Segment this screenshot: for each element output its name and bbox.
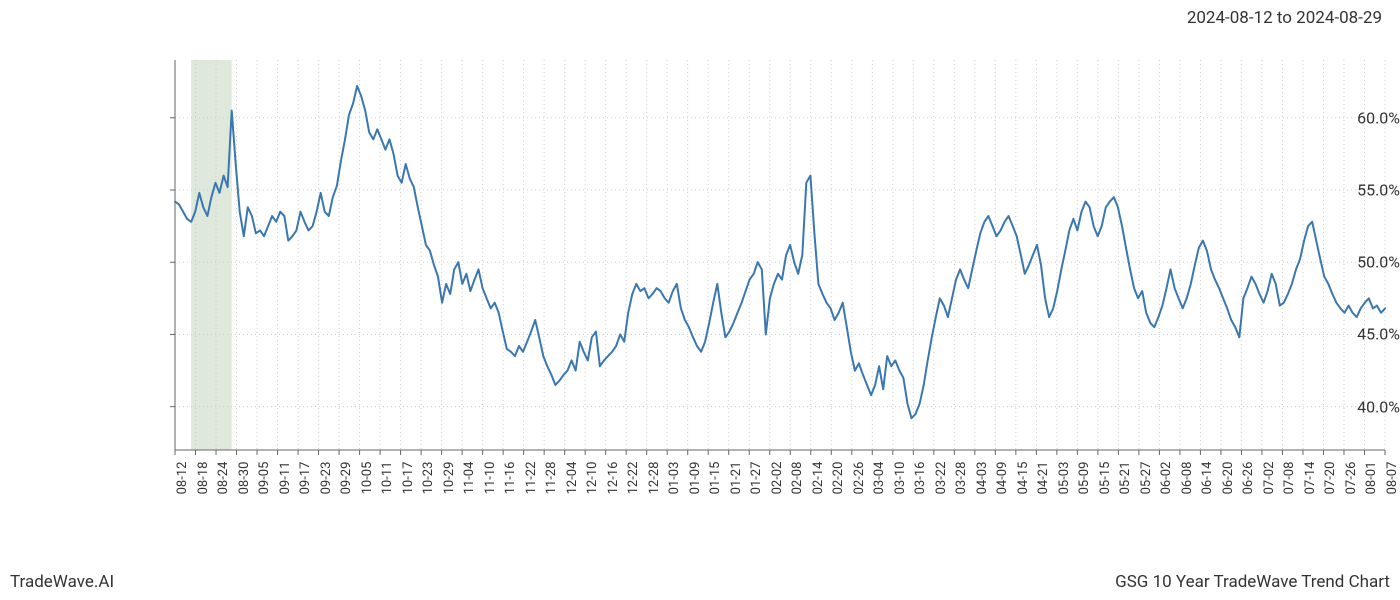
x-tick-label: 06-14 [1200,462,1215,495]
x-tick-label: 09-11 [278,462,293,495]
x-tick-label: 04-15 [1016,462,1031,495]
x-tick-label: 05-09 [1077,462,1092,495]
x-tick-label: 01-21 [729,462,744,495]
x-tick-label: 03-16 [913,462,928,495]
x-tick-label: 12-28 [647,462,662,495]
x-tick-label: 11-04 [462,462,477,495]
x-tick-label: 05-21 [1118,462,1133,495]
x-tick-label: 05-27 [1139,462,1154,495]
trend-chart: 40.0% 45.0% 50.0% 55.0% 60.0% 08-12 08-18 08-2… [0,50,1400,525]
x-tick-label: 07-08 [1282,462,1297,495]
x-tick-label: 02-20 [831,462,846,495]
x-tick-label: 08-01 [1364,462,1379,495]
x-tick-label: 04-21 [1036,462,1051,495]
x-tick-label: 07-02 [1262,462,1277,495]
x-tick-label: 09-05 [257,462,272,495]
y-tick-label: 55.0% [1237,181,1400,200]
x-tick-label: 01-03 [667,462,682,495]
x-tick-label: 05-03 [1057,462,1072,495]
x-tick-label: 08-18 [196,462,211,495]
x-tick-label: 03-04 [872,462,887,495]
x-tick-label: 01-15 [708,462,723,495]
x-tick-label: 10-11 [380,462,395,495]
x-tick-label: 12-22 [626,462,641,495]
x-tick-label: 02-08 [790,462,805,495]
x-tick-label: 04-03 [975,462,990,495]
x-tick-label: 10-05 [360,462,375,495]
chart-svg [0,50,1400,525]
x-tick-label: 10-23 [421,462,436,495]
x-tick-label: 06-02 [1159,462,1174,495]
x-tick-label: 05-15 [1098,462,1113,495]
x-tick-label: 01-09 [688,462,703,495]
x-tick-label: 09-17 [298,462,313,495]
y-tick-label: 60.0% [1237,108,1400,127]
footer-title: GSG 10 Year TradeWave Trend Chart [1115,572,1390,592]
x-tick-label: 11-22 [524,462,539,495]
x-tick-label: 11-16 [503,462,518,495]
x-tick-label: 10-17 [401,462,416,495]
x-tick-label: 11-10 [483,462,498,495]
x-tick-label: 12-16 [606,462,621,495]
x-tick-label: 12-10 [585,462,600,495]
x-tick-label: 07-26 [1344,462,1359,495]
footer-brand: TradeWave.AI [10,572,114,592]
x-tick-label: 09-29 [339,462,354,495]
y-tick-label: 40.0% [1237,397,1400,416]
x-tick-label: 02-26 [852,462,867,495]
x-tick-label: 07-20 [1323,462,1338,495]
x-tick-label: 06-26 [1241,462,1256,495]
x-tick-label: 09-23 [319,462,334,495]
x-tick-label: 03-22 [934,462,949,495]
x-tick-label: 02-14 [811,462,826,495]
x-tick-label: 07-14 [1303,462,1318,495]
x-tick-label: 06-08 [1180,462,1195,495]
y-tick-label: 50.0% [1237,253,1400,272]
x-tick-label: 08-24 [216,462,231,495]
x-tick-label: 08-30 [237,462,252,495]
x-tick-label: 01-27 [749,462,764,495]
x-tick-label: 04-09 [995,462,1010,495]
x-tick-label: 10-29 [442,462,457,495]
x-tick-label: 08-12 [175,462,190,495]
x-tick-label: 06-20 [1221,462,1236,495]
x-tick-label: 02-02 [770,462,785,495]
date-range: 2024-08-12 to 2024-08-29 [1187,8,1382,28]
x-tick-label: 08-07 [1385,462,1400,495]
x-tick-label: 03-28 [954,462,969,495]
x-tick-label: 03-10 [893,462,908,495]
x-tick-label: 11-28 [544,462,559,495]
y-tick-label: 45.0% [1237,325,1400,344]
x-tick-label: 12-04 [565,462,580,495]
